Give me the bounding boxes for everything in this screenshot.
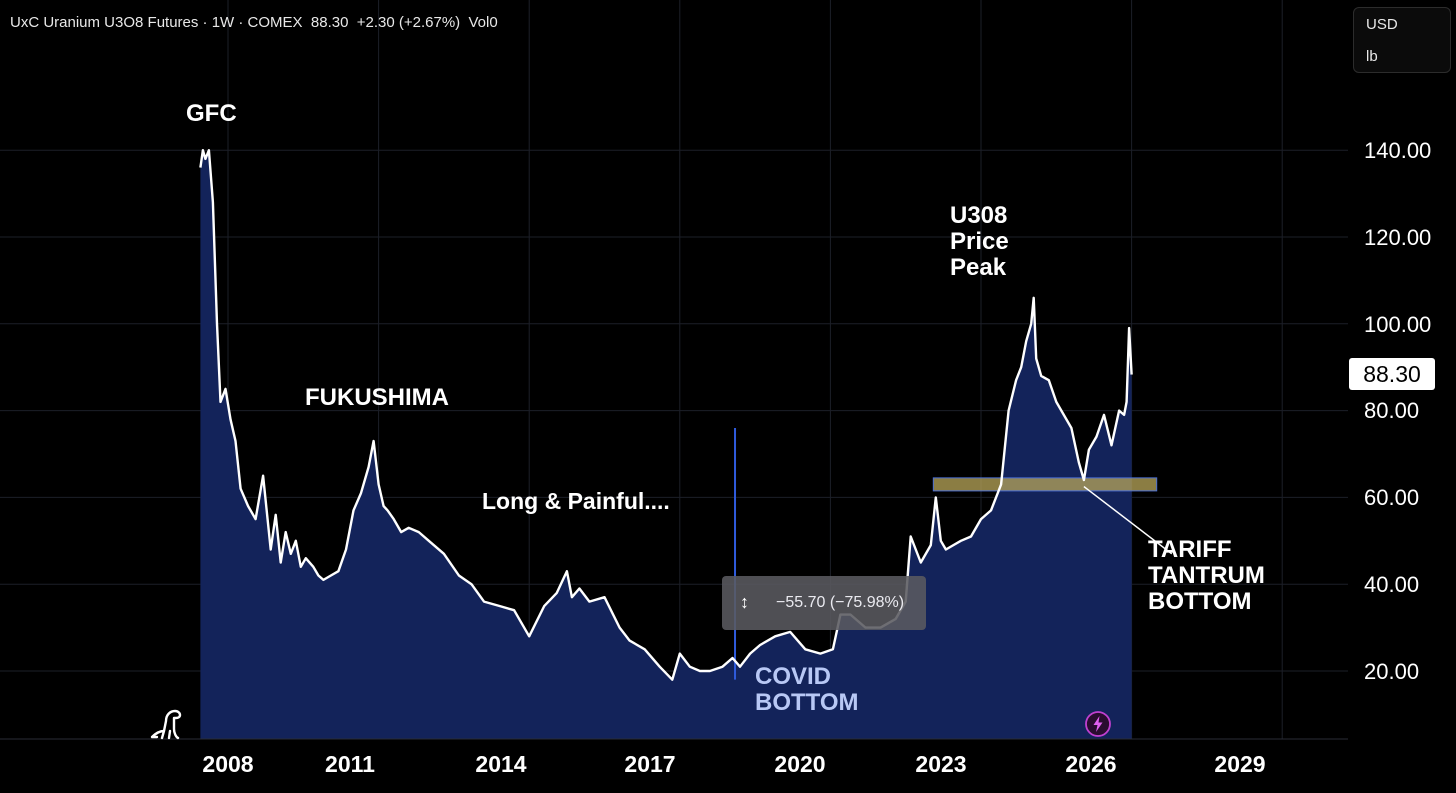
annotation-covid-line2: BOTTOM xyxy=(755,689,859,716)
dinosaur-logo-icon xyxy=(150,709,182,740)
measure-tooltip[interactable]: ↕ −55.70 (−75.98%) xyxy=(722,576,926,630)
annotation-tariff-line2: TANTRUM xyxy=(1148,562,1265,589)
price-area-fill xyxy=(200,150,1132,739)
x-tick-label: 2029 xyxy=(1214,751,1266,777)
x-tick-label: 2023 xyxy=(915,751,967,777)
x-tick-label: 2014 xyxy=(475,751,527,777)
price-line xyxy=(199,149,1133,681)
x-tick-label: 2026 xyxy=(1065,751,1117,777)
chart-header: UxC Uranium U3O8 Futures · 1W · COMEX 88… xyxy=(10,14,498,31)
y-tick-label: 100.00 xyxy=(1364,312,1432,337)
annotation-long-painful: Long & Painful.... xyxy=(482,488,670,514)
x-tick-label: 2020 xyxy=(774,751,826,777)
annotation-peak-line3: Peak xyxy=(950,254,1007,281)
y-tick-label: 120.00 xyxy=(1364,225,1432,250)
y-tick-label: 140.00 xyxy=(1364,138,1432,163)
annotation-fukushima: FUKUSHIMA xyxy=(305,384,449,411)
tariff-support-zone xyxy=(932,477,1158,492)
y-tick-label: 80.00 xyxy=(1364,398,1420,423)
annotation-peak-line1: U308 xyxy=(950,202,1008,229)
annotation-covid-line1: COVID xyxy=(755,663,832,690)
x-tick-label: 2017 xyxy=(624,751,676,777)
last-price-badge: 88.30 xyxy=(1349,358,1435,390)
currency-unit-selector[interactable]: USD lb xyxy=(1353,7,1451,73)
unit-label[interactable]: lb xyxy=(1366,48,1378,65)
y-tick-label: 60.00 xyxy=(1364,485,1420,510)
y-tick-label: 20.00 xyxy=(1364,659,1420,684)
measure-range-icon: ↕ xyxy=(740,592,749,612)
currency-label[interactable]: USD xyxy=(1366,16,1398,33)
y-tick-label: 40.00 xyxy=(1364,572,1420,597)
x-tick-label: 2011 xyxy=(325,751,375,777)
annotation-gfc: GFC xyxy=(186,100,237,127)
lightning-icon[interactable] xyxy=(1084,710,1112,738)
measure-value: −55.70 (−75.98%) xyxy=(776,594,905,611)
x-tick-label: 2008 xyxy=(202,751,254,777)
tariff-pointer-line xyxy=(1083,485,1173,555)
annotation-peak-line2: Price xyxy=(950,228,1009,255)
annotation-tariff-line3: BOTTOM xyxy=(1148,588,1252,615)
annotation-tariff-line1: TARIFF xyxy=(1148,536,1232,563)
